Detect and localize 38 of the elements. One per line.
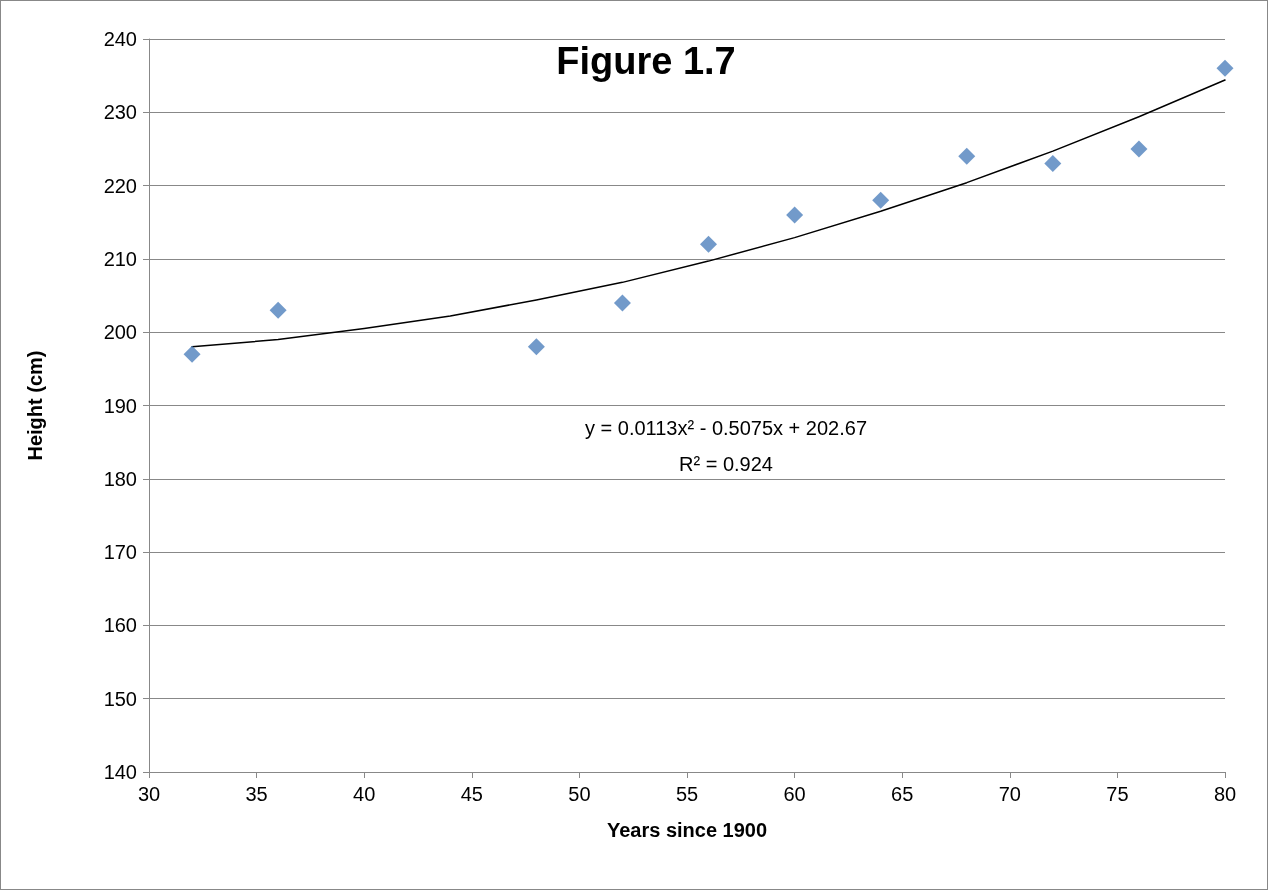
x-tick-label: 70 (998, 783, 1021, 805)
x-tick-label: 55 (675, 783, 699, 805)
point (1130, 140, 1148, 158)
x-tick-label: 45 (460, 783, 483, 805)
y-axis-title: Height (cm) (24, 350, 46, 461)
x-tick-label: 30 (137, 783, 161, 805)
point (527, 338, 545, 356)
y-tick-label: 140 (103, 761, 137, 783)
point (700, 235, 718, 253)
point (1044, 155, 1062, 173)
annotation: R² = 0.924 (679, 453, 773, 475)
y-tick-label: 160 (103, 614, 137, 637)
annotation: y = 0.0113x² - 0.5075x + 202.67 (584, 417, 868, 439)
y-tick-label: 170 (103, 541, 137, 564)
y-tick-label: 180 (103, 467, 137, 490)
x-tick-label: 80 (1213, 783, 1237, 805)
y-tick-label: 210 (103, 247, 137, 270)
y-tick-label: 220 (103, 174, 137, 197)
x-tick-label: 60 (783, 783, 806, 805)
point (872, 191, 890, 209)
x-tick-label: 40 (353, 783, 376, 805)
y-tick-label: 150 (103, 687, 137, 710)
y-tick-label: 190 (103, 394, 137, 417)
x-tick-label: 50 (568, 783, 591, 805)
x-tick-label: 65 (891, 783, 914, 805)
chart-title: Figure 1.7 (556, 40, 736, 82)
point (183, 345, 201, 363)
x-tick-label: 35 (245, 783, 268, 805)
point (958, 147, 976, 165)
point (1216, 59, 1234, 77)
x-tick-label: 75 (1106, 783, 1129, 805)
y-tick-label: 200 (103, 321, 137, 344)
point (269, 301, 287, 319)
y-tick-label: 240 (103, 28, 137, 50)
point (613, 294, 631, 312)
x-axis-title: Years since 1900 (606, 819, 768, 841)
point (786, 206, 804, 224)
y-tick-label: 230 (103, 101, 137, 124)
